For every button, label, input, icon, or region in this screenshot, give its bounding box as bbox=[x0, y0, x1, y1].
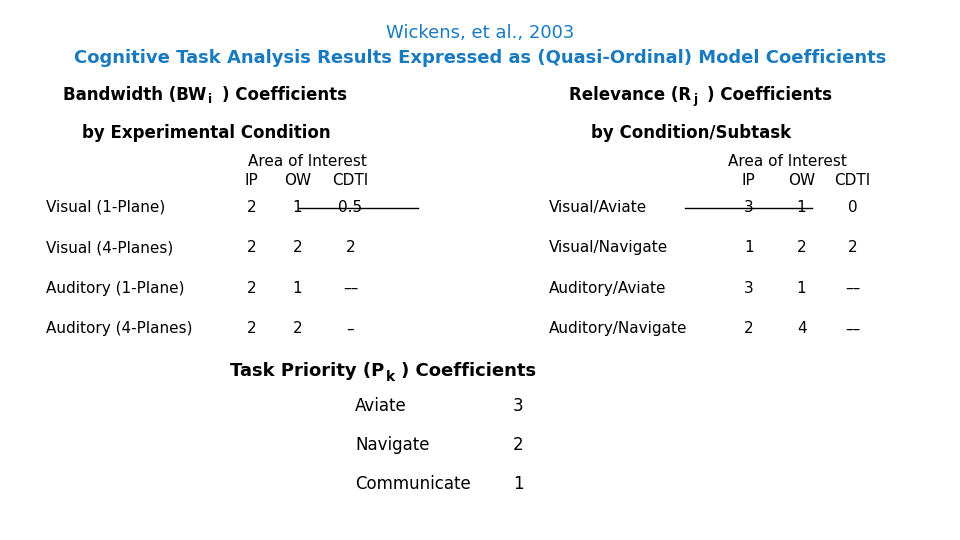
Text: 3: 3 bbox=[513, 397, 524, 415]
Text: Cognitive Task Analysis Results Expressed as (Quasi-Ordinal) Model Coefficients: Cognitive Task Analysis Results Expresse… bbox=[74, 49, 886, 66]
Text: Aviate: Aviate bbox=[355, 397, 407, 415]
Text: 0.5: 0.5 bbox=[338, 200, 363, 215]
Text: Visual/Navigate: Visual/Navigate bbox=[549, 240, 668, 255]
Text: Area of Interest: Area of Interest bbox=[248, 154, 367, 169]
Text: 2: 2 bbox=[797, 240, 806, 255]
Text: Auditory (1-Plane): Auditory (1-Plane) bbox=[46, 281, 184, 296]
Text: Relevance (R: Relevance (R bbox=[569, 86, 691, 104]
Text: IP: IP bbox=[742, 173, 756, 188]
Text: 2: 2 bbox=[247, 321, 256, 336]
Text: 1: 1 bbox=[797, 200, 806, 215]
Text: Communicate: Communicate bbox=[355, 475, 471, 492]
Text: 2: 2 bbox=[848, 240, 857, 255]
Text: Task Priority (P: Task Priority (P bbox=[229, 362, 384, 380]
Text: Auditory/Aviate: Auditory/Aviate bbox=[549, 281, 666, 296]
Text: 2: 2 bbox=[247, 281, 256, 296]
Text: Visual (4-Planes): Visual (4-Planes) bbox=[46, 240, 174, 255]
Text: 1: 1 bbox=[797, 281, 806, 296]
Text: Wickens, et al., 2003: Wickens, et al., 2003 bbox=[386, 24, 574, 42]
Text: by Condition/Subtask: by Condition/Subtask bbox=[591, 124, 791, 142]
Text: 3: 3 bbox=[744, 281, 754, 296]
Text: Visual/Aviate: Visual/Aviate bbox=[549, 200, 647, 215]
Text: OW: OW bbox=[788, 173, 815, 188]
Text: by Experimental Condition: by Experimental Condition bbox=[83, 124, 330, 142]
Text: Auditory (4-Planes): Auditory (4-Planes) bbox=[46, 321, 193, 336]
Text: OW: OW bbox=[284, 173, 311, 188]
Text: i: i bbox=[208, 93, 212, 106]
Text: –: – bbox=[347, 321, 354, 336]
Text: Area of Interest: Area of Interest bbox=[728, 154, 847, 169]
Text: Bandwidth (BW: Bandwidth (BW bbox=[63, 86, 206, 104]
Text: 2: 2 bbox=[744, 321, 754, 336]
Text: 3: 3 bbox=[744, 200, 754, 215]
Text: 2: 2 bbox=[247, 240, 256, 255]
Text: 2: 2 bbox=[513, 436, 524, 454]
Text: ––: –– bbox=[845, 321, 860, 336]
Text: 1: 1 bbox=[513, 475, 524, 492]
Text: ) Coefficients: ) Coefficients bbox=[707, 86, 831, 104]
Text: 2: 2 bbox=[293, 321, 302, 336]
Text: 2: 2 bbox=[293, 240, 302, 255]
Text: k: k bbox=[386, 370, 396, 384]
Text: CDTI: CDTI bbox=[834, 173, 871, 188]
Text: 1: 1 bbox=[293, 200, 302, 215]
Text: ––: –– bbox=[343, 281, 358, 296]
Text: Auditory/Navigate: Auditory/Navigate bbox=[549, 321, 687, 336]
Text: 2: 2 bbox=[247, 200, 256, 215]
Text: 4: 4 bbox=[797, 321, 806, 336]
Text: Visual (1-Plane): Visual (1-Plane) bbox=[46, 200, 165, 215]
Text: ) Coefficients: ) Coefficients bbox=[401, 362, 537, 380]
Text: ) Coefficients: ) Coefficients bbox=[222, 86, 347, 104]
Text: Navigate: Navigate bbox=[355, 436, 430, 454]
Text: j: j bbox=[693, 93, 697, 106]
Text: 0: 0 bbox=[848, 200, 857, 215]
Text: 2: 2 bbox=[346, 240, 355, 255]
Text: 1: 1 bbox=[744, 240, 754, 255]
Text: 1: 1 bbox=[293, 281, 302, 296]
Text: IP: IP bbox=[245, 173, 258, 188]
Text: ––: –– bbox=[845, 281, 860, 296]
Text: CDTI: CDTI bbox=[332, 173, 369, 188]
